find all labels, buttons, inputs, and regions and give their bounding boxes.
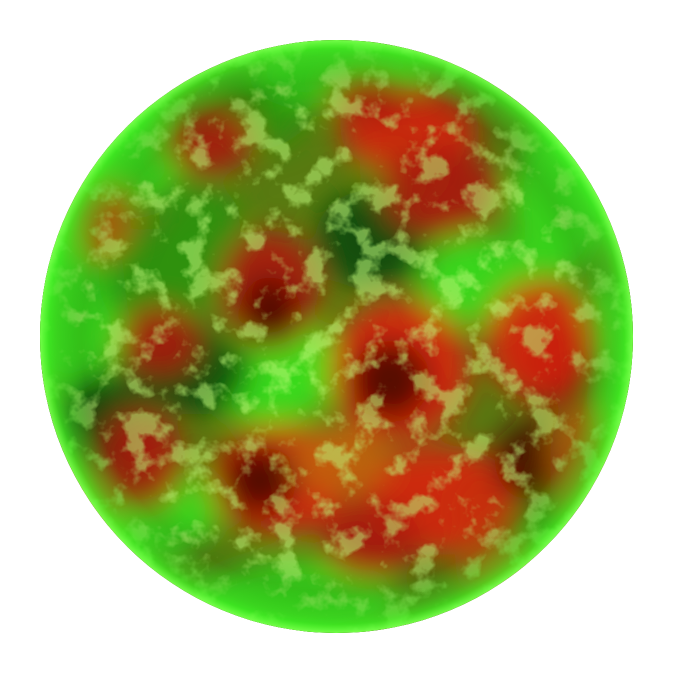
sphere-texture (40, 40, 633, 633)
sphere (40, 40, 633, 633)
